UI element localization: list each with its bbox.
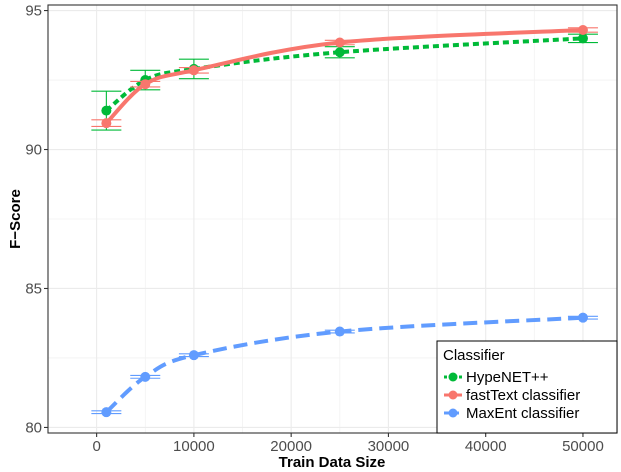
legend-key-dot xyxy=(448,390,458,400)
data-point-hypenet xyxy=(577,33,588,44)
y-tick-label: 95 xyxy=(25,3,42,20)
series-line-hypenet xyxy=(105,36,584,113)
data-point-fasttext-classifier xyxy=(577,25,588,36)
data-point-maxent-classifier xyxy=(577,312,588,323)
legend-title: Classifier xyxy=(443,347,505,364)
data-point-hypenet xyxy=(101,105,112,116)
x-tick-label: 0 xyxy=(92,438,100,455)
legend-key-dot xyxy=(448,372,458,382)
data-point-maxent-classifier xyxy=(188,350,199,361)
legend-label: fastText classifier xyxy=(466,387,580,404)
legend-key-dot xyxy=(448,408,458,418)
legend-item-hypenet: HypeNET++ xyxy=(444,369,549,386)
grid-major xyxy=(48,5,617,433)
y-axis: 80 85 90 95 xyxy=(25,3,48,436)
y-tick-label: 90 xyxy=(25,142,42,159)
data-point-fasttext-classifier xyxy=(334,37,345,48)
x-axis: 0 10000 20000 30000 40000 50000 xyxy=(92,433,604,455)
plot-border xyxy=(47,4,618,434)
data-point-maxent-classifier xyxy=(140,371,151,382)
legend-label: HypeNET++ xyxy=(466,369,549,386)
series-maxent-classifier xyxy=(91,312,598,418)
y-axis-title: F−Score xyxy=(7,189,24,249)
series-layer xyxy=(91,25,598,418)
data-point-fasttext-classifier xyxy=(101,118,112,129)
legend: Classifier HypeNET++fastText classifierM… xyxy=(436,340,618,434)
legend-box xyxy=(436,340,618,434)
series-fasttext-classifier xyxy=(91,25,598,129)
data-point-maxent-classifier xyxy=(334,326,345,337)
data-point-maxent-classifier xyxy=(101,407,112,418)
data-point-fasttext-classifier xyxy=(140,79,151,90)
x-tick-label: 30000 xyxy=(368,438,410,455)
y-tick-label: 85 xyxy=(25,280,42,297)
x-axis-title: Train Data Size xyxy=(279,454,386,471)
y-tick-label: 80 xyxy=(25,419,42,436)
x-tick-label: 20000 xyxy=(270,438,312,455)
data-point-hypenet xyxy=(334,47,345,58)
x-tick-label: 40000 xyxy=(465,438,507,455)
legend-item-fasttext-classifier: fastText classifier xyxy=(444,387,580,404)
legend-label: MaxEnt classifier xyxy=(466,405,579,422)
x-tick-label: 10000 xyxy=(173,438,215,455)
legend-item-maxent-classifier: MaxEnt classifier xyxy=(444,405,579,422)
x-tick-label: 50000 xyxy=(562,438,604,455)
data-point-fasttext-classifier xyxy=(188,65,199,76)
